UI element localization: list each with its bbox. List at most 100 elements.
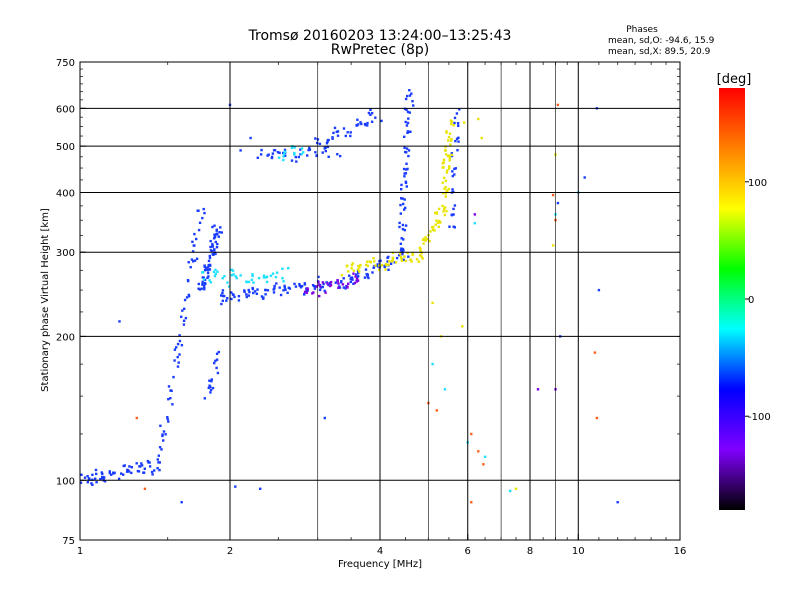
echo-point — [135, 416, 138, 420]
echo-point — [175, 346, 178, 349]
echo-point — [449, 143, 452, 146]
echo-point — [140, 462, 143, 465]
echo-point — [384, 268, 387, 271]
echo-point — [316, 141, 319, 145]
echo-point — [398, 254, 401, 257]
echo-point — [221, 299, 224, 302]
echo-point — [311, 292, 314, 295]
echo-point — [256, 288, 259, 291]
echo-point — [318, 288, 322, 292]
data-points-layer — [79, 89, 619, 504]
echo-point — [446, 154, 450, 158]
echo-point — [169, 389, 172, 392]
echo-point — [200, 287, 203, 290]
echo-point — [178, 334, 181, 337]
echo-point — [405, 147, 409, 150]
echo-point — [198, 288, 202, 291]
echo-point — [402, 167, 406, 171]
echo-point — [593, 351, 597, 354]
echo-point — [556, 103, 560, 107]
echo-point — [378, 264, 381, 267]
echo-point — [86, 475, 89, 478]
echo-point — [401, 197, 404, 200]
echo-point — [208, 263, 212, 267]
echo-point — [278, 151, 281, 155]
echo-point — [380, 119, 383, 123]
echo-point — [359, 121, 362, 124]
echo-point — [404, 180, 408, 183]
echo-point — [192, 260, 195, 263]
echo-point — [332, 131, 335, 135]
echo-point — [118, 320, 121, 323]
echo-point — [253, 290, 257, 293]
echo-point — [208, 254, 211, 258]
echo-point — [454, 139, 457, 143]
echo-point — [201, 271, 204, 274]
echo-point — [251, 273, 254, 276]
echo-point — [262, 296, 265, 300]
echo-point — [451, 188, 454, 191]
echo-point — [210, 380, 213, 383]
echo-point — [442, 176, 446, 180]
echo-point — [274, 275, 278, 279]
x-axis-label: Frequency [MHz] — [338, 559, 422, 570]
echo-point — [215, 366, 218, 370]
echo-point — [470, 432, 473, 436]
y-tick-label: 75 — [62, 536, 75, 547]
echo-point — [450, 214, 454, 217]
echo-point — [252, 291, 255, 295]
echo-point — [223, 275, 226, 278]
echo-point — [385, 263, 388, 267]
echo-point — [406, 110, 410, 114]
echo-point — [270, 155, 274, 159]
echo-point — [210, 378, 213, 381]
echo-point — [431, 228, 435, 231]
echo-point — [302, 151, 305, 154]
echo-point — [214, 272, 217, 276]
echo-point — [161, 434, 164, 438]
echo-point — [157, 461, 160, 464]
echo-point — [191, 240, 194, 243]
echo-point — [407, 117, 410, 120]
echo-point — [448, 156, 452, 160]
echo-point — [208, 256, 212, 260]
echo-point — [447, 135, 451, 139]
echo-point — [228, 285, 231, 288]
echo-point — [237, 295, 241, 298]
echo-point — [209, 239, 212, 243]
echo-point — [369, 113, 372, 116]
echo-point — [295, 160, 298, 163]
echo-point — [368, 260, 372, 263]
echo-point — [480, 136, 483, 140]
echo-point — [331, 137, 334, 140]
echo-point — [230, 291, 233, 294]
echo-point — [400, 247, 403, 250]
echo-point — [374, 264, 377, 267]
echo-point — [195, 237, 198, 241]
echo-point — [436, 221, 440, 224]
echo-point — [364, 123, 367, 127]
echo-point — [365, 263, 368, 267]
echo-point — [336, 153, 339, 156]
echo-point — [402, 249, 405, 252]
echo-point — [160, 448, 163, 451]
echo-point — [203, 397, 206, 400]
grid-layer — [80, 62, 680, 540]
echo-point — [100, 471, 103, 474]
echo-point — [211, 225, 214, 229]
echo-point — [214, 252, 217, 256]
chart-title: Tromsø 20160203 13:24:00–13:25:43 — [248, 28, 512, 44]
echo-point — [403, 135, 406, 138]
echo-point — [300, 284, 304, 288]
colorbar-ramp — [719, 88, 745, 510]
echo-point — [457, 124, 460, 127]
echo-point — [374, 116, 377, 119]
echo-point — [406, 94, 409, 98]
echo-point — [311, 284, 315, 287]
echo-point — [439, 221, 442, 224]
echo-point — [315, 285, 318, 288]
echo-point — [306, 154, 309, 157]
echo-point — [218, 231, 221, 234]
x-tick-label: 2 — [227, 546, 233, 557]
echo-point — [283, 148, 287, 152]
